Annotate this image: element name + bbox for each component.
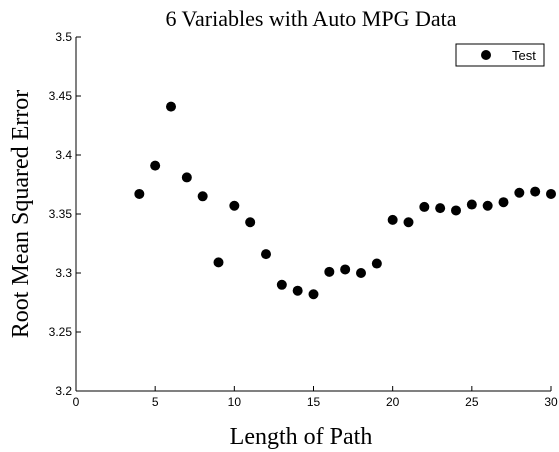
legend-box bbox=[455, 43, 545, 67]
x-tick-label: 20 bbox=[386, 395, 400, 409]
y-tick-label: 3.2 bbox=[55, 384, 72, 398]
data-point bbox=[387, 214, 398, 225]
x-tick-label: 10 bbox=[228, 395, 242, 409]
y-tick-label: 3.5 bbox=[55, 30, 72, 44]
data-point bbox=[276, 279, 287, 290]
legend-label: Test bbox=[512, 48, 536, 63]
data-point bbox=[546, 188, 556, 199]
data-point bbox=[466, 199, 477, 210]
data-points bbox=[134, 101, 556, 300]
data-point bbox=[150, 160, 161, 171]
y-tick-label: 3.35 bbox=[49, 207, 73, 221]
plot-frame bbox=[75, 37, 551, 392]
y-tick-label: 3.4 bbox=[55, 148, 72, 162]
data-point bbox=[356, 268, 366, 278]
data-point bbox=[371, 258, 382, 269]
x-tick-label: 30 bbox=[544, 395, 558, 409]
data-point bbox=[498, 197, 509, 208]
data-point bbox=[292, 285, 303, 296]
chart-title: 6 Variables with Auto MPG Data bbox=[165, 6, 456, 31]
y-tick-label: 3.25 bbox=[49, 325, 73, 339]
data-point bbox=[245, 217, 256, 228]
data-point bbox=[181, 172, 192, 183]
data-point bbox=[229, 200, 240, 211]
y-tick-label: 3.45 bbox=[49, 89, 73, 103]
x-axis-label: Length of Path bbox=[230, 424, 373, 450]
data-point bbox=[324, 266, 335, 277]
legend: Test bbox=[455, 43, 545, 67]
y-axis-label: Root Mean Squared Error bbox=[8, 90, 34, 339]
data-point bbox=[261, 249, 271, 260]
data-point bbox=[340, 264, 351, 275]
x-tick-label: 15 bbox=[307, 395, 321, 409]
data-point bbox=[435, 203, 446, 214]
x-tick-label: 0 bbox=[73, 395, 80, 409]
legend-marker bbox=[481, 50, 491, 60]
data-point bbox=[134, 188, 145, 199]
data-point bbox=[451, 205, 461, 216]
x-tick-label: 5 bbox=[152, 395, 159, 409]
x-tick-label: 25 bbox=[465, 395, 479, 409]
data-point bbox=[419, 201, 430, 212]
data-point bbox=[514, 187, 525, 198]
data-point bbox=[403, 217, 414, 228]
y-ticks: 3.2 3.25 3.3 3.35 3.4 3.45 3.5 bbox=[49, 30, 81, 398]
data-point bbox=[308, 289, 319, 300]
data-point bbox=[213, 257, 224, 268]
data-point bbox=[197, 191, 208, 202]
data-point bbox=[530, 186, 541, 197]
x-ticks: 0 5 10 15 20 25 30 bbox=[73, 386, 558, 409]
data-point bbox=[482, 200, 493, 211]
data-point bbox=[166, 101, 176, 112]
y-tick-label: 3.3 bbox=[55, 266, 72, 280]
